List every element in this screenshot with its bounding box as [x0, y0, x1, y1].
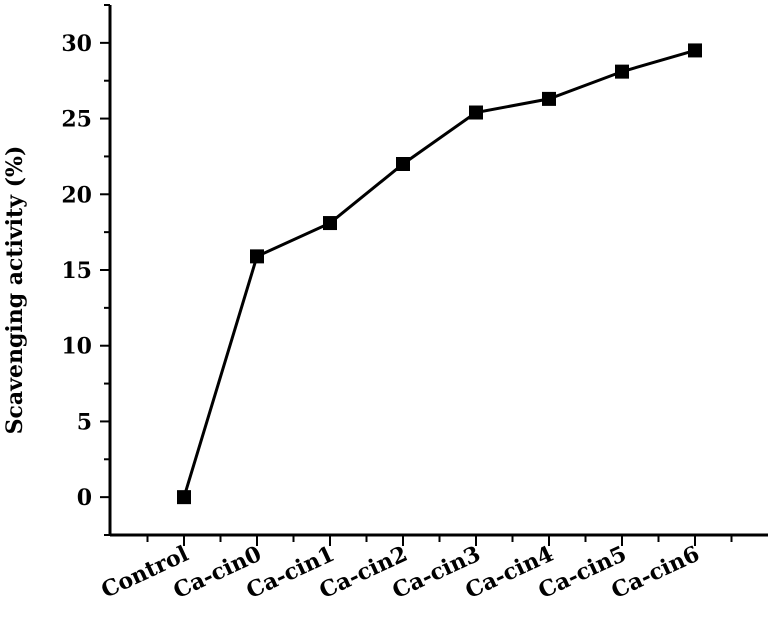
- x-axis-ticks: ControlCa-cin0Ca-cin1Ca-cin2Ca-cin3Ca-ci…: [97, 535, 733, 604]
- data-point: [469, 105, 483, 120]
- y-tick-label: 30: [61, 31, 92, 57]
- data-point: [615, 64, 629, 79]
- data-point: [323, 216, 337, 231]
- data-point: [177, 490, 191, 505]
- data-point: [542, 91, 556, 106]
- data-point: [396, 157, 410, 171]
- y-tick-label: 15: [61, 258, 92, 284]
- y-axis-ticks: 0 5 10 15 20 25 30: [61, 4, 110, 536]
- y-tick-label: 20: [61, 182, 92, 208]
- y-axis-title: Scavenging activity (%): [2, 146, 28, 435]
- series-line: [182, 48, 696, 498]
- data-point: [688, 43, 702, 58]
- y-tick-label: 10: [61, 334, 92, 360]
- y-tick-label: 0: [77, 485, 92, 511]
- y-tick-label: 25: [61, 107, 92, 133]
- series-group: [177, 43, 702, 505]
- y-tick-label: 5: [77, 409, 92, 435]
- data-point: [250, 249, 264, 264]
- axes: [108, 5, 768, 537]
